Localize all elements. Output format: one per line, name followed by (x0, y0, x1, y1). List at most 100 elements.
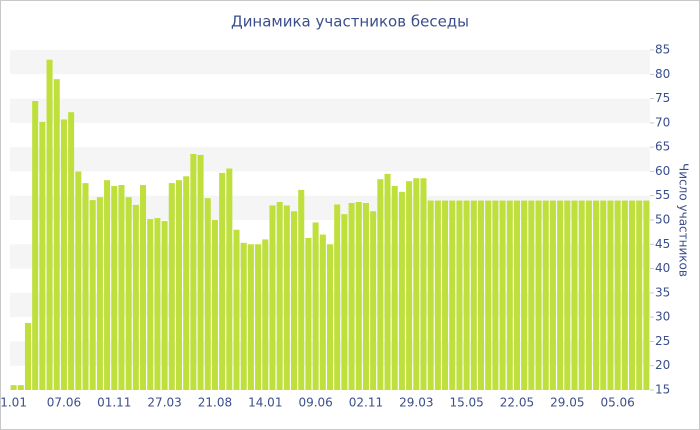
bar (607, 200, 614, 390)
bar (636, 200, 643, 390)
y-tick-label: 45 (655, 237, 670, 251)
x-tick-label: 14.01 (248, 396, 282, 410)
bar (219, 172, 226, 390)
bar (600, 200, 607, 390)
bar (154, 218, 161, 390)
bar (485, 200, 492, 390)
bar (161, 220, 168, 390)
x-tick-label: 05.06 (600, 396, 634, 410)
bar (643, 200, 650, 390)
y-tick-label: 80 (655, 67, 670, 81)
bar (319, 234, 326, 390)
bar (571, 200, 578, 390)
x-tick-label: 07.06 (47, 396, 81, 410)
y-tick-label: 65 (655, 140, 670, 154)
bar (147, 219, 154, 390)
x-tick-label: 1.01 (0, 396, 27, 410)
bar (420, 178, 427, 390)
bar (521, 200, 528, 390)
y-tick-label: 55 (655, 188, 670, 202)
grid-band (10, 50, 650, 75)
bar (348, 203, 355, 390)
bar (255, 244, 262, 390)
bar (456, 200, 463, 390)
bar (362, 203, 369, 390)
bar (370, 211, 377, 390)
bar (434, 200, 441, 390)
bar (578, 200, 585, 390)
bar (564, 200, 571, 390)
bar (125, 197, 132, 390)
y-tick-label: 75 (655, 91, 670, 105)
bar (89, 200, 96, 390)
bar (549, 200, 556, 390)
bar (513, 200, 520, 390)
x-tick-label: 27.03 (147, 396, 181, 410)
bar (96, 197, 103, 390)
bar (477, 200, 485, 390)
bar (384, 173, 391, 390)
bar (10, 385, 17, 390)
bar (269, 205, 276, 390)
bar (168, 183, 175, 390)
bar (240, 242, 247, 390)
bar (111, 186, 118, 390)
y-tick-label: 60 (655, 164, 670, 178)
y-tick-label: 85 (655, 43, 670, 57)
bar (391, 186, 398, 390)
bar (305, 237, 312, 390)
bar (398, 191, 405, 390)
bar (585, 200, 592, 390)
bar (621, 200, 628, 390)
bar (312, 222, 319, 390)
y-tick-label: 30 (655, 310, 670, 324)
grid-band (10, 98, 650, 123)
bar (291, 211, 298, 390)
bar (211, 220, 218, 390)
bar (118, 185, 125, 390)
bar (39, 121, 46, 390)
y-tick-label: 35 (655, 285, 670, 299)
y-axis-label: Число участников (677, 163, 691, 277)
bar (377, 179, 384, 390)
y-tick-label: 25 (655, 334, 670, 348)
bar (32, 101, 39, 390)
bar (406, 181, 413, 390)
bar (614, 200, 621, 390)
bar (104, 180, 111, 390)
y-tick-label: 15 (655, 383, 670, 397)
bar (82, 183, 89, 390)
bar (593, 200, 600, 390)
grid-band (10, 147, 650, 172)
bar (140, 185, 147, 390)
bar (204, 198, 211, 390)
bar (528, 200, 535, 390)
bar (75, 171, 82, 390)
bar (334, 204, 341, 390)
bar (535, 200, 542, 390)
y-tick-label: 70 (655, 115, 670, 129)
bar (175, 180, 183, 390)
bar (132, 204, 139, 390)
bar (449, 200, 456, 390)
x-tick-label: 02.11 (349, 396, 383, 410)
x-tick-label: 15.05 (449, 396, 483, 410)
bar (68, 112, 75, 391)
bar (24, 322, 31, 390)
bar (499, 200, 506, 390)
chart-title: Динамика участников беседы (231, 13, 469, 31)
x-tick-label: 21.08 (198, 396, 232, 410)
bar (226, 168, 233, 390)
x-tick-label: 22.05 (500, 396, 534, 410)
bar (60, 119, 67, 390)
bar (442, 200, 449, 390)
bar (413, 178, 420, 390)
bar (46, 59, 53, 390)
bar (463, 200, 470, 390)
bar (247, 244, 254, 390)
bar (355, 202, 362, 390)
bar (341, 214, 348, 390)
bar (506, 200, 513, 390)
bar (197, 154, 204, 390)
